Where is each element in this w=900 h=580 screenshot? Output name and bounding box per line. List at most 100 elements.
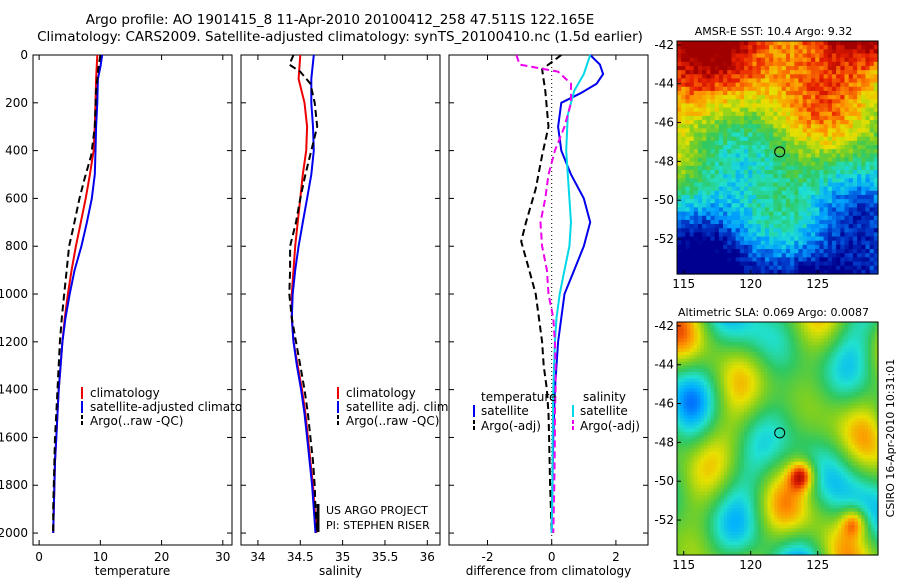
sst_map-cell [844,78,850,84]
sla_map-cell [774,428,779,433]
sst_map-cell [777,115,783,121]
sst_map-cell [827,269,833,275]
sla_map-cell [807,345,812,350]
sla_map-cell [784,415,789,420]
sla_map-cell [770,341,775,346]
sst_map-cell [731,49,737,55]
sst_map-cell [689,157,695,163]
sla_map-cell [764,391,769,396]
sst_map-cell [706,265,712,271]
sst_map-cell [744,90,749,96]
sla_map-cell [720,378,725,383]
sst_map-cell [806,49,812,55]
sla_map-cell [854,385,859,390]
sst_map-cell [748,107,753,113]
sst_map-cell [794,74,800,80]
sst_map-cell [798,190,804,196]
sst_map-cell [710,95,716,100]
sst_map-cell [823,107,829,113]
sst_map-cell [857,124,862,129]
sla_map-cell [790,341,795,346]
sst_map-cell [785,78,791,84]
sst_map-cell [823,132,829,138]
sst_map-cell [764,49,770,55]
sla_map-cell [861,365,866,370]
sst_map-cell [819,190,825,196]
sst_map-cell [760,78,766,84]
sst_map-cell [731,90,737,96]
sst_map-cell [819,65,825,71]
sla_map-cell [837,381,842,386]
sst_map-cell [735,174,741,179]
sst_map-cell [806,99,812,105]
sst_map-cell [710,215,716,221]
sla_map-cell [723,371,728,376]
sla_map-cell [744,322,748,326]
sst_map-cell [760,74,766,80]
sst_map-cell [685,115,691,121]
sla_map-cell [764,411,769,416]
sst_map-cell [769,194,774,200]
sst_map-cell [739,161,745,167]
sst_map-cell [727,211,733,217]
sla_map-cell [774,425,779,430]
sst_map-cell [748,41,753,46]
sst_map-cell [852,124,858,129]
sst_map-cell [844,99,850,105]
sst_map-cell [857,224,862,229]
sst_map-cell [773,74,779,80]
sla_map-cell [697,365,702,370]
sla_map-cell [767,378,772,383]
sla_map-cell [757,438,762,443]
sla_map-cell [834,431,839,436]
sst_map-cell [697,224,703,229]
sla_map-cell [764,335,769,340]
sst_map-cell [777,207,783,213]
sla_map-cell [697,325,702,330]
sst_map-cell [739,120,745,125]
sst_map-cell [764,174,770,179]
sst_map-cell [693,190,699,196]
sst_map-cell [857,249,862,254]
sst_map-cell [739,194,745,200]
sst_map-cell [806,207,812,213]
sla_map-cell [837,408,842,413]
sst_map-cell [785,228,791,233]
sst_map-cell [769,265,774,271]
sst_map-cell [844,257,850,263]
sst_map-cell [794,161,800,167]
sla_map-cell [804,398,809,403]
sst_map-cell [697,265,703,271]
sla_map-cell [834,408,839,413]
sla_map-cell [807,341,812,346]
sst_map-cell [873,149,879,154]
sla_map-cell [821,385,825,390]
sst_map-cell [785,70,791,75]
sla_map-cell [760,355,765,360]
sst_map-cell [710,211,716,217]
sst_map-cell [685,228,691,233]
sst_map-cell [710,236,716,242]
sla_map-cell [817,322,822,326]
sst_map-cell [769,257,774,263]
sst_map-cell [865,82,871,88]
sst_map-cell [681,74,686,80]
sla_map-cell [857,375,862,380]
sst_map-cell [811,190,816,196]
sst_map-cell [819,124,825,129]
sst_map-cell [760,219,766,225]
sst_map-cell [677,261,682,267]
sst_map-cell [689,120,695,125]
sla_map-cell [760,378,765,383]
sla_map-cell [794,358,799,363]
sst_map-cell [848,174,854,179]
sla_map-cell [871,371,876,376]
sst_map-cell [769,103,774,109]
sst_map-cell [869,265,875,271]
sst_map-cell [681,161,686,167]
sla_map-cell [797,341,802,346]
sla_map-cell [797,368,802,373]
sst_map-cell [723,249,728,254]
sst_map-cell [852,111,858,117]
sst_map-cell [794,169,800,175]
